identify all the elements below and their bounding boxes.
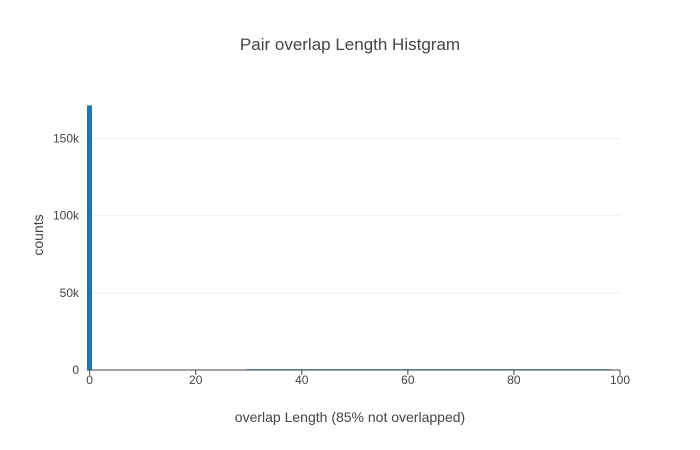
x-tick-label: 0 <box>86 373 93 387</box>
y-tick-label: 150k <box>53 132 80 146</box>
bars <box>87 105 612 371</box>
x-tick-label: 20 <box>189 373 203 387</box>
gridlines <box>87 138 620 294</box>
histogram-bar <box>87 105 93 371</box>
y-axis-label: counts <box>30 214 46 255</box>
y-tick-label: 100k <box>53 209 80 223</box>
x-tick-label: 80 <box>507 373 521 387</box>
x-tick-label: 100 <box>610 373 630 387</box>
chart-title: Pair overlap Length Histgram <box>240 35 460 54</box>
x-ticks: 0 20 40 60 80 100 <box>86 370 630 387</box>
y-tick-label: 50k <box>60 286 80 300</box>
x-tick-label: 40 <box>295 373 309 387</box>
y-ticks: 0 50k 100k 150k <box>53 132 80 377</box>
x-tick-label: 60 <box>401 373 415 387</box>
x-axis-label: overlap Length (85% not overlapped) <box>235 409 465 425</box>
y-tick-label: 0 <box>72 363 79 377</box>
